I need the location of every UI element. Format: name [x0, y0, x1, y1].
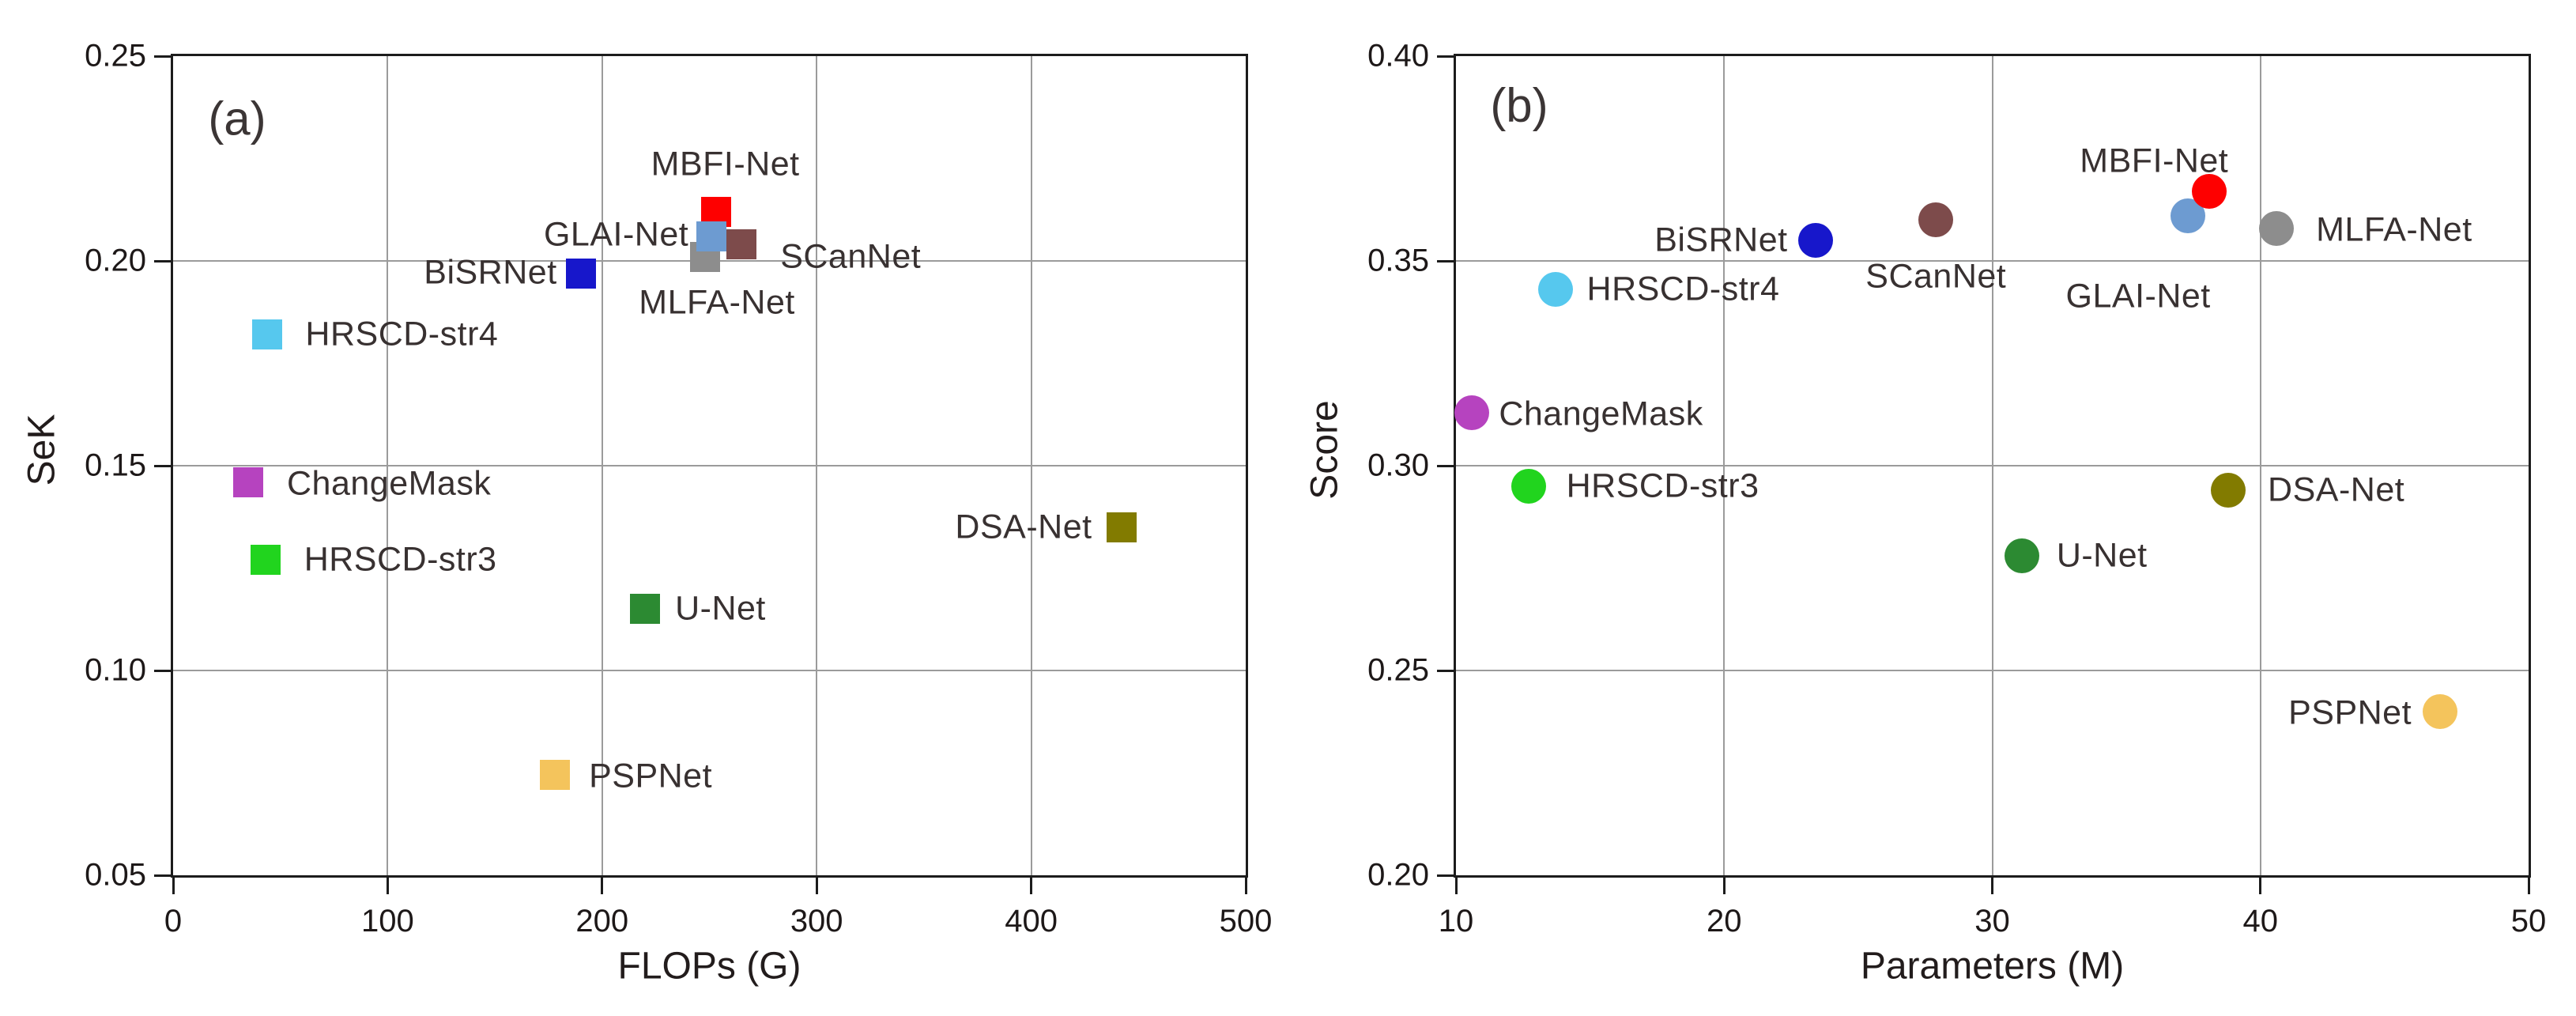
panel-b-gridline-y-0.25 — [1456, 670, 2529, 671]
marker-glai-net — [696, 221, 727, 251]
panel-b-ytick-label: 0.25 — [1367, 652, 1429, 688]
marker-pspnet — [2423, 693, 2458, 729]
label-glai-net: GLAI-Net — [2065, 277, 2211, 315]
panel-a-xtick-mark — [386, 877, 389, 894]
panel-b-ytick-label: 0.20 — [1367, 857, 1429, 893]
panel-b-ytick-mark — [1437, 55, 1454, 58]
label-mbfi-net: MBFI-Net — [651, 145, 800, 183]
panel-a-xtick-label: 300 — [790, 904, 843, 939]
panel-b-ytick-mark — [1437, 874, 1454, 877]
panel-a-ytick-mark — [154, 874, 172, 877]
panel-b-x-axis-title: Parameters (M) — [1860, 945, 2125, 988]
label-mlfa-net: MLFA-Net — [2316, 210, 2472, 249]
label-scannet: SCanNet — [1865, 257, 2007, 296]
marker-hrscd-str3 — [250, 545, 281, 576]
marker-hrscd-str4 — [1537, 272, 1573, 308]
marker-hrscd-str3 — [1511, 468, 1546, 504]
panel-a-letter: (a) — [208, 92, 266, 145]
panel-b-xtick-label: 10 — [1438, 904, 1474, 939]
label-hrscd-str3: HRSCD-str3 — [304, 540, 497, 579]
marker-u-net — [2004, 538, 2039, 573]
panel-b-letter: (b) — [1490, 78, 1548, 132]
panel-b-ytick-mark — [1437, 669, 1454, 672]
label-bisrnet: BiSRNet — [1654, 221, 1788, 259]
marker-dsa-net — [1106, 512, 1137, 542]
label-hrscd-str4: HRSCD-str4 — [1586, 270, 1780, 308]
panel-b-xtick-label: 40 — [2242, 904, 2279, 939]
panel-b-xtick-label: 30 — [1974, 904, 2010, 939]
panel-b-ytick-label: 0.30 — [1367, 448, 1429, 483]
marker-dsa-net — [2211, 473, 2246, 508]
panel-b-gridline-y-0.3 — [1456, 465, 2529, 466]
marker-mbfi-net — [2192, 173, 2227, 209]
label-scannet: SCanNet — [780, 237, 922, 276]
panel-a-y-axis-title: SeK — [21, 414, 63, 486]
marker-bisrnet — [1797, 223, 1833, 259]
panel-a-xtick-mark — [601, 877, 604, 894]
marker-bisrnet — [565, 258, 596, 289]
panel-a-gridline-y-0.15 — [173, 465, 1246, 466]
panel-b-xtick-mark — [2259, 877, 2262, 894]
panel-b-xtick-mark — [1991, 877, 1993, 894]
panel-b-xtick-label: 50 — [2510, 904, 2547, 939]
panel-b-y-axis-title: Score — [1303, 400, 1346, 500]
panel-a-ytick-mark — [154, 464, 172, 467]
panel-a-xtick-mark — [1244, 877, 1247, 894]
panel-b-xtick-label: 20 — [1707, 904, 1742, 939]
label-changemask: ChangeMask — [286, 464, 492, 503]
label-pspnet: PSPNet — [2288, 693, 2412, 732]
label-changemask: ChangeMask — [1499, 395, 1703, 433]
panel-a-ytick-label: 0.05 — [85, 857, 146, 893]
panel-b-plot-frame — [1454, 54, 2531, 878]
panel-a-xtick-mark — [172, 877, 175, 894]
label-hrscd-str3: HRSCD-str3 — [1566, 466, 1759, 505]
panel-a-xtick-label: 500 — [1219, 904, 1273, 939]
panel-a-ytick-mark — [154, 55, 172, 58]
panel-a-xtick-mark — [1030, 877, 1033, 894]
panel-a-xtick-label: 0 — [164, 904, 183, 939]
panel-a-xtick-label: 200 — [575, 904, 629, 939]
label-u-net: U-Net — [675, 589, 766, 628]
marker-scannet — [726, 229, 757, 260]
panel-a-ytick-label: 0.15 — [85, 448, 146, 483]
label-bisrnet: BiSRNet — [424, 253, 557, 292]
marker-hrscd-str4 — [252, 319, 283, 350]
panel-b-ytick-mark — [1437, 464, 1454, 467]
panel-a-ytick-label: 0.25 — [85, 38, 146, 74]
panel-a-ytick-label: 0.20 — [85, 243, 146, 278]
marker-u-net — [630, 594, 661, 625]
label-pspnet: PSPNet — [589, 757, 713, 795]
marker-pspnet — [540, 760, 571, 791]
label-glai-net: GLAI-Net — [543, 215, 689, 254]
panel-a-plot-frame — [171, 54, 1248, 878]
panel-b-xtick-mark — [1454, 877, 1458, 894]
label-mbfi-net: MBFI-Net — [2080, 142, 2229, 180]
panel-b-xtick-mark — [1722, 877, 1726, 894]
panel-a-xtick-mark — [815, 877, 818, 894]
panel-a-ytick-mark — [154, 259, 172, 262]
label-u-net: U-Net — [2056, 536, 2148, 575]
label-hrscd-str4: HRSCD-str4 — [305, 315, 499, 353]
panel-a-xtick-label: 400 — [1005, 904, 1058, 939]
panel-a-ytick-mark — [154, 669, 172, 672]
panel-a-x-axis-title: FLOPs (G) — [617, 945, 801, 988]
marker-changemask — [232, 466, 263, 497]
panel-b-gridline-y-0.35 — [1456, 260, 2529, 262]
panel-a-xtick-label: 100 — [361, 904, 414, 939]
marker-mlfa-net — [2259, 210, 2295, 246]
panel-b-ytick-label: 0.35 — [1367, 243, 1429, 278]
panel-b-xtick-mark — [2527, 877, 2530, 894]
label-mlfa-net: MLFA-Net — [639, 283, 795, 322]
marker-scannet — [1918, 202, 1954, 238]
panel-b-ytick-mark — [1437, 259, 1454, 262]
panel-a-gridline-y-0.1 — [173, 670, 1246, 671]
label-dsa-net: DSA-Net — [955, 508, 1092, 546]
panel-b-ytick-label: 0.40 — [1367, 38, 1429, 74]
panel-a-ytick-label: 0.10 — [85, 652, 146, 688]
label-dsa-net: DSA-Net — [2268, 470, 2405, 509]
marker-changemask — [1454, 395, 1490, 430]
